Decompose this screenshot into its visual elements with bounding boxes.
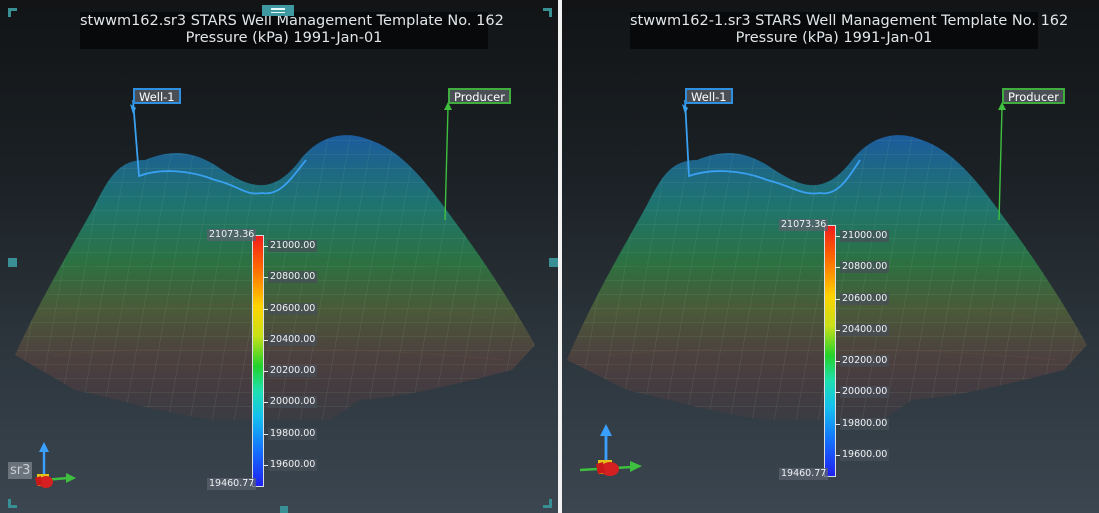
- resize-handle-top-right[interactable]: [543, 8, 552, 11]
- title-line-1: stwwm162-1.sr3 STARS Well Management Tem…: [630, 13, 1069, 29]
- title-line-2: Pressure (kPa) 1991-Jan-01: [735, 30, 933, 46]
- color-legend-tick: 20400.00: [262, 334, 318, 346]
- well-1-trajectory: [132, 99, 307, 195]
- drag-handle-icon[interactable]: [262, 5, 294, 16]
- color-legend-tick: 21000.00: [834, 230, 890, 242]
- color-legend-min: 19460.77: [779, 468, 829, 480]
- color-legend-max: 21073.36: [207, 229, 257, 241]
- color-legend-tick: 20200.00: [262, 365, 318, 377]
- color-legend-tick: 20800.00: [834, 261, 890, 273]
- producer-trajectory: [998, 107, 1003, 221]
- well-1-trajectory: [684, 99, 861, 195]
- color-legend-tick: 20200.00: [834, 355, 890, 367]
- color-legend-tick: 20000.00: [262, 396, 318, 408]
- color-legend-tick: 19600.00: [262, 459, 318, 471]
- color-legend-tick: 20800.00: [262, 271, 318, 283]
- axis-triad-icon[interactable]: [572, 420, 652, 490]
- source-tag: sr3: [8, 462, 33, 479]
- resize-handle-bottom-right[interactable]: [543, 505, 552, 508]
- resize-handle-left[interactable]: [8, 258, 17, 267]
- axis-triad-icon[interactable]: [24, 440, 84, 500]
- color-legend-tick: 20000.00: [834, 386, 890, 398]
- title-line-2: Pressure (kPa) 1991-Jan-01: [185, 30, 383, 46]
- color-legend-min: 19460.77: [207, 478, 257, 490]
- resize-handle-bottom-left[interactable]: [8, 505, 17, 508]
- color-legend-tick: 20600.00: [262, 303, 318, 315]
- well-label-producer[interactable]: Producer: [448, 88, 511, 104]
- color-legend-tick: 20600.00: [834, 293, 890, 305]
- resize-handle-top-left[interactable]: [8, 8, 17, 11]
- resize-handle-bottom-left[interactable]: [8, 499, 11, 508]
- color-legend-max: 21073.36: [779, 219, 829, 231]
- color-legend-tick: 19800.00: [834, 418, 890, 430]
- resize-handle-bottom[interactable]: [280, 506, 288, 513]
- viewport-left[interactable]: stwwm162.sr3 STARS Well Management Templ…: [0, 0, 558, 513]
- resize-handle-bottom-right[interactable]: [549, 499, 552, 508]
- resize-handle-top-right[interactable]: [549, 8, 552, 17]
- title-line-1: stwwm162.sr3 STARS Well Management Templ…: [80, 13, 504, 29]
- color-legend-tick: 19600.00: [834, 449, 890, 461]
- resize-handle-right[interactable]: [549, 258, 558, 267]
- color-legend-tick: 21000.00: [262, 240, 318, 252]
- color-legend-bar: [252, 235, 264, 487]
- resize-handle-top-left[interactable]: [8, 8, 11, 17]
- producer-trajectory: [444, 107, 449, 221]
- well-label-well-1[interactable]: Well-1: [133, 88, 181, 104]
- well-label-well-1[interactable]: Well-1: [685, 88, 733, 104]
- view-title: stwwm162.sr3 STARS Well Management Templ…: [80, 12, 504, 49]
- color-legend-bar: [824, 225, 836, 477]
- viewport-right[interactable]: stwwm162-1.sr3 STARS Well Management Tem…: [562, 0, 1099, 513]
- well-label-producer[interactable]: Producer: [1002, 88, 1065, 104]
- view-title: stwwm162-1.sr3 STARS Well Management Tem…: [630, 12, 1069, 49]
- view-divider[interactable]: [558, 0, 562, 513]
- color-legend-tick: 19800.00: [262, 428, 318, 440]
- color-legend-tick: 20400.00: [834, 324, 890, 336]
